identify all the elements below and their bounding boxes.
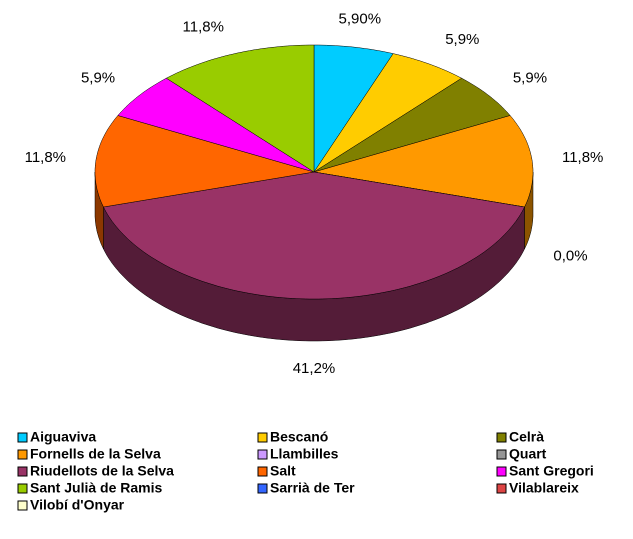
legend-swatch bbox=[17, 483, 28, 494]
legend-label: Fornells de la Selva bbox=[30, 446, 161, 462]
legend-swatch bbox=[257, 432, 268, 443]
data-label: 5,9% bbox=[81, 70, 115, 87]
legend-label: Celrà bbox=[509, 429, 544, 445]
legend-label: Vilablareix bbox=[509, 480, 579, 496]
legend-swatch bbox=[17, 500, 28, 511]
legend-swatch bbox=[257, 483, 268, 494]
data-label: 0,0% bbox=[553, 248, 587, 265]
legend-swatch bbox=[17, 449, 28, 460]
data-label: 11,8% bbox=[183, 18, 224, 35]
legend-label: Aiguaviva bbox=[30, 429, 96, 445]
legend-swatch bbox=[257, 449, 268, 460]
legend-label: Quart bbox=[509, 446, 547, 462]
legend-label: Llambilles bbox=[270, 446, 339, 462]
data-label: 11,8% bbox=[25, 149, 66, 166]
data-label: 5,90% bbox=[339, 11, 382, 28]
legend-swatch bbox=[496, 466, 507, 477]
pie-slice bbox=[165, 44, 315, 173]
data-label: 11,8% bbox=[562, 149, 603, 166]
legend-label: Sant Julià de Ramis bbox=[30, 480, 162, 496]
data-label: 41,2% bbox=[293, 360, 336, 377]
pie-slice bbox=[103, 171, 525, 300]
pie-slice bbox=[117, 77, 315, 173]
pie-slice bbox=[313, 53, 463, 173]
legend-swatch bbox=[17, 466, 28, 477]
pie-slice bbox=[313, 44, 394, 173]
legend-swatch bbox=[496, 449, 507, 460]
pie-slice bbox=[94, 115, 315, 208]
legend-label: Sant Gregori bbox=[509, 463, 594, 479]
legend-label: Riudellots de la Selva bbox=[30, 463, 174, 479]
data-label: 5,9% bbox=[513, 70, 547, 87]
legend-swatch bbox=[257, 466, 268, 477]
data-label: 5,9% bbox=[445, 31, 479, 48]
legend-label: Vilobí d'Onyar bbox=[30, 497, 125, 513]
legend-swatch bbox=[17, 432, 28, 443]
pie-slice bbox=[313, 77, 511, 173]
pie-slice bbox=[313, 115, 534, 208]
legend-swatch bbox=[496, 483, 507, 494]
legend-label: Salt bbox=[270, 463, 296, 479]
legend-label: Sarrià de Ter bbox=[270, 480, 355, 496]
legend-swatch bbox=[496, 432, 507, 443]
legend-label: Bescanó bbox=[270, 429, 328, 445]
